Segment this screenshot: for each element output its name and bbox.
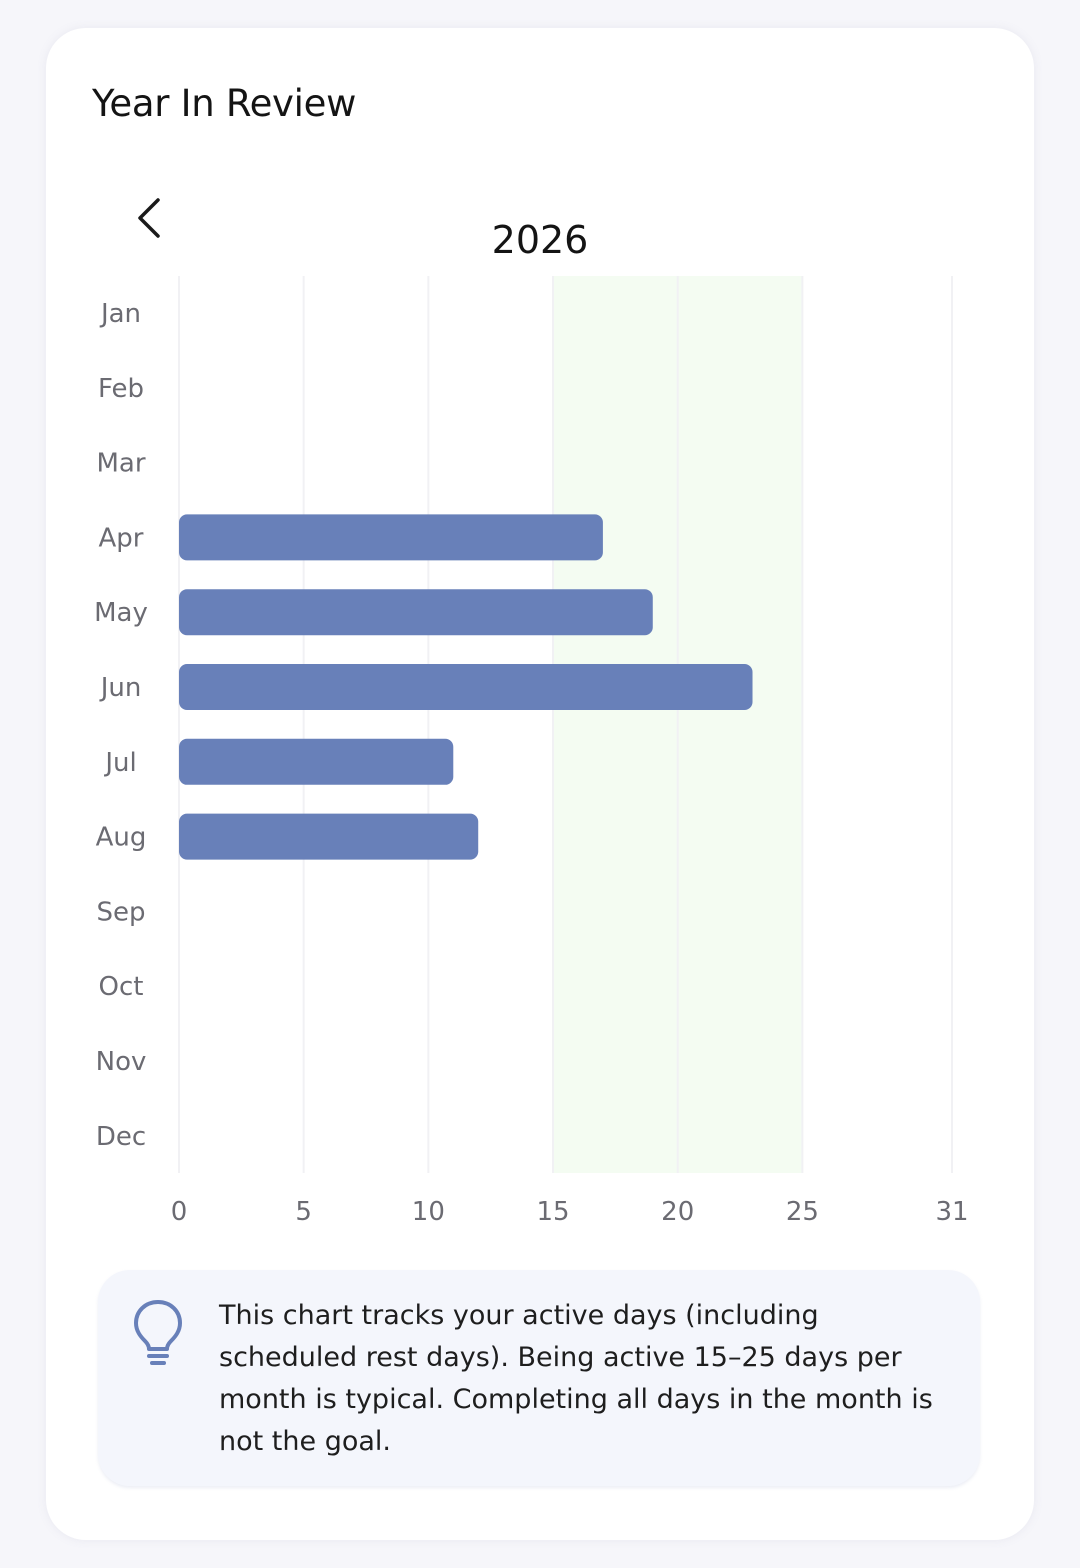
x-tick-label: 25 [786,1197,819,1227]
bar-may [179,589,653,636]
x-tick-label: 20 [661,1197,694,1227]
y-category-label: Nov [96,1047,147,1077]
y-category-label: Mar [96,449,145,479]
y-category-label: Jun [99,673,142,703]
page-title: Year In Review [92,82,357,125]
chevron-left-icon [138,198,160,238]
x-tick-label: 0 [171,1197,188,1227]
year-in-review-card: Year In Review 2026 0 5 10 15 20 25 31 Jan Feb Ma… [46,28,1034,1540]
x-tick-label: 15 [536,1197,569,1227]
y-category-label: Dec [96,1122,146,1152]
y-category-label: Jan [99,299,141,329]
y-category-label: Feb [98,374,144,404]
bar-jun [179,664,753,710]
y-category-label: May [94,598,148,628]
previous-year-button[interactable] [126,188,186,248]
y-category-label: Aug [96,823,147,853]
y-category-label: Oct [99,972,144,1002]
y-category-label: Apr [99,523,144,553]
x-tick-label: 31 [935,1197,968,1227]
bar-jul [179,738,454,785]
year-label: 2026 [491,218,589,262]
tip-text: This chart tracks your active days (incl… [219,1300,933,1457]
y-category-label: Jul [103,748,136,778]
lightbulb-icon [134,1300,182,1365]
active-days-chart: 0 5 10 15 20 25 31 Jan Feb Mar Apr May Jun Jul Aug Sep O… [94,276,969,1227]
info-tip: This chart tracks your active days (incl… [98,1270,980,1486]
y-category-label: Sep [96,897,145,927]
bar-aug [179,813,479,860]
x-tick-label: 5 [295,1197,312,1227]
x-tick-label: 10 [412,1197,445,1227]
bar-apr [179,514,603,561]
